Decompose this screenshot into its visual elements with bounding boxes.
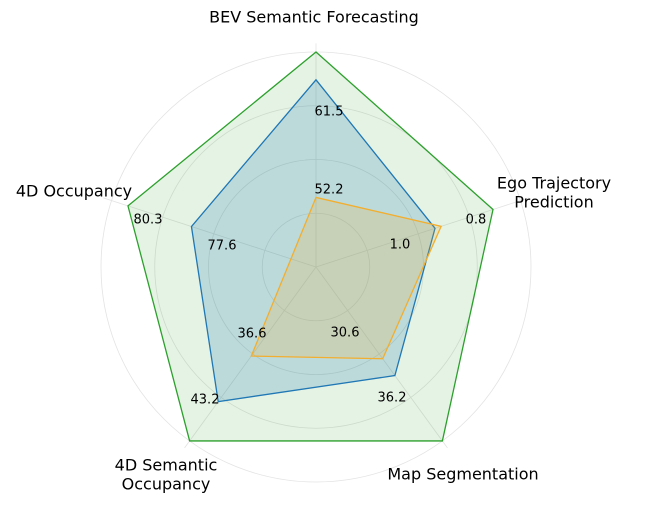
value-label: 77.6: [208, 239, 237, 254]
axis-title: 4D Occupancy: [16, 182, 132, 201]
value-label: 1.0: [390, 238, 411, 253]
series-area: [190, 78, 436, 403]
axis-title: Ego Trajectory: [497, 174, 611, 193]
spoke: [184, 266, 317, 449]
series-area: [250, 196, 443, 360]
axis-title: Occupancy: [122, 475, 211, 494]
value-label: 36.2: [378, 391, 407, 406]
value-label: 43.2: [191, 393, 220, 408]
axis-title: BEV Semantic Forecasting: [209, 8, 419, 27]
value-label: 36.6: [238, 327, 267, 342]
value-label: 30.6: [331, 326, 360, 341]
value-label: 0.8: [466, 213, 487, 228]
value-label: 52.2: [315, 183, 344, 198]
value-label: 80.3: [134, 213, 163, 228]
spoke: [103, 197, 317, 268]
axis-title: 4D Semantic: [115, 456, 218, 475]
axis-title: Map Segmentation: [387, 465, 538, 484]
value-label: 61.5: [315, 105, 344, 120]
series-area: [127, 51, 494, 442]
axis-title: Prediction: [514, 193, 593, 212]
spoke: [315, 266, 448, 449]
